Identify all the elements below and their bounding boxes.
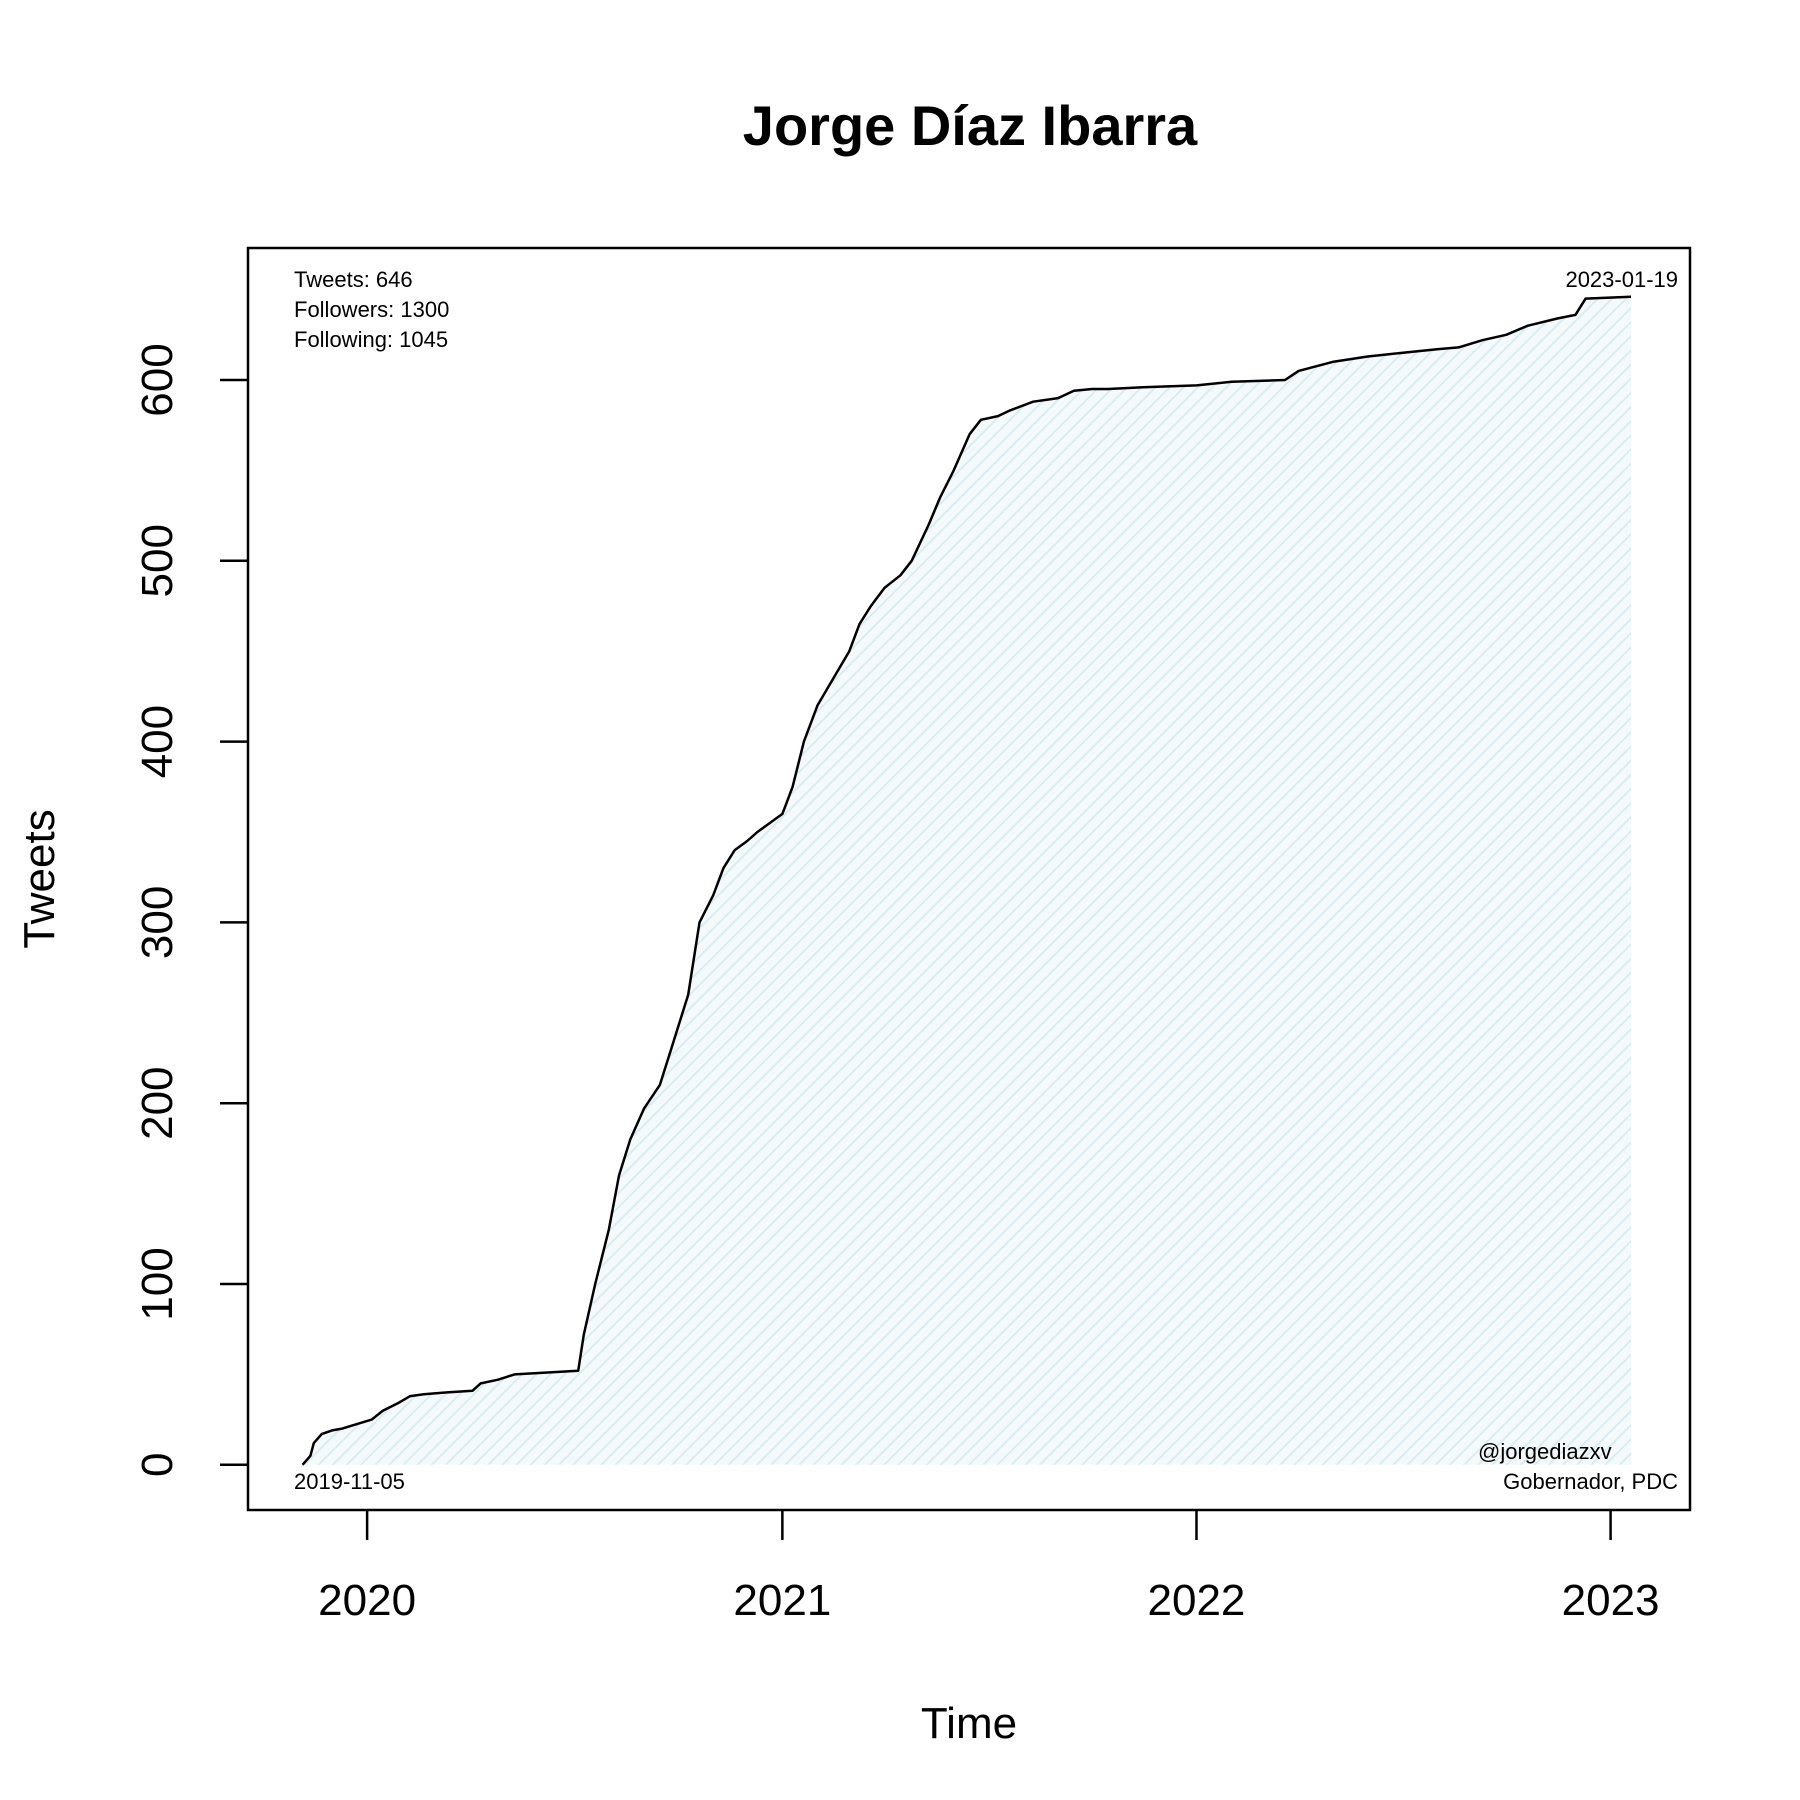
chart-title: Jorge Díaz Ibarra — [743, 94, 1198, 157]
y-tick-label: 200 — [133, 1066, 182, 1139]
y-tick-label: 100 — [133, 1247, 182, 1320]
x-axis: 2020 2021 2022 2023 — [318, 1510, 1660, 1625]
tweets-line — [301, 295, 1632, 1466]
y-tick-label: 300 — [133, 886, 182, 959]
plot-area — [246, 246, 1692, 1512]
x-tick-label: 2022 — [1148, 1576, 1246, 1625]
tweets-area — [302, 296, 1631, 1465]
y-tick-label: 600 — [133, 343, 182, 416]
start-date-label: 2019-11-05 — [294, 1469, 405, 1494]
y-tick-label: 0 — [133, 1453, 182, 1477]
account-handle: @jorgediazxv — [1478, 1439, 1612, 1464]
end-date-label: 2023-01-19 — [1565, 267, 1678, 292]
y-tick-label: 400 — [133, 705, 182, 778]
account-description: Gobernador, PDC — [1503, 1469, 1678, 1494]
tweets-count: Tweets: 646 — [294, 267, 413, 292]
y-tick-label: 500 — [133, 524, 182, 597]
following-count: Following: 1045 — [294, 327, 448, 352]
x-tick-label: 2021 — [733, 1576, 831, 1625]
followers-count: Followers: 1300 — [294, 297, 449, 322]
plot-frame — [246, 246, 1692, 1512]
x-axis-label: Time — [921, 1699, 1017, 1748]
x-tick-label: 2020 — [318, 1576, 416, 1625]
y-axis-label: Tweets — [15, 809, 64, 948]
y-axis: 0 100 200 300 400 500 600 — [133, 343, 248, 1477]
x-tick-label: 2023 — [1562, 1576, 1660, 1625]
